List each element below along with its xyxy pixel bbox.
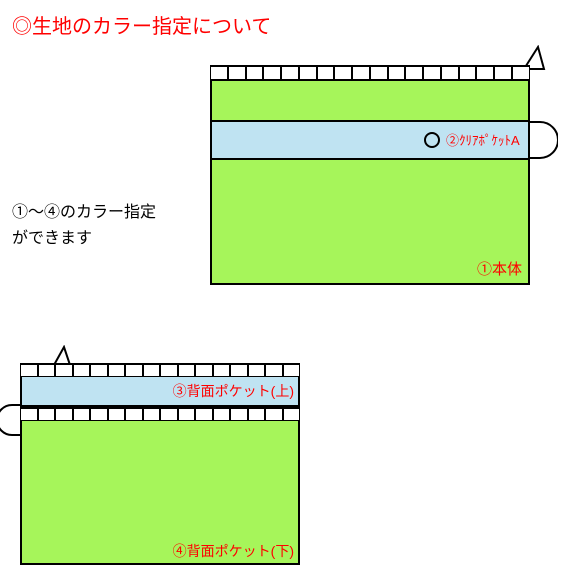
label-body: ①本体 [477, 258, 522, 279]
subtitle-block: ①〜④のカラー指定 ができます [12, 200, 156, 251]
label-clear-pocket-a: ②ｸﾘｱﾎﾟｹｯﾄA [446, 130, 520, 149]
label-back-pocket-lower: ④背面ポケット(下) [173, 541, 294, 561]
d-cap-icon [530, 120, 558, 160]
page-title: ◎生地のカラー指定について [12, 10, 271, 39]
label-back-pocket-upper: ③背面ポケット(上) [173, 381, 294, 401]
subtitle-line1: ①〜④のカラー指定 [12, 200, 156, 226]
zipper-teeth [210, 65, 530, 79]
subtitle-line2: ができます [12, 226, 156, 252]
snap-ring-icon [424, 132, 440, 148]
pouch-front: ②ｸﾘｱﾎﾟｹｯﾄA ①本体 [210, 65, 530, 285]
pouch-body [210, 79, 530, 285]
zipper-teeth [20, 407, 300, 419]
d-cap-icon [0, 403, 20, 437]
pouch-back: ③背面ポケット(上) ④背面ポケット(下) [20, 375, 300, 565]
zipper-teeth [20, 363, 300, 375]
